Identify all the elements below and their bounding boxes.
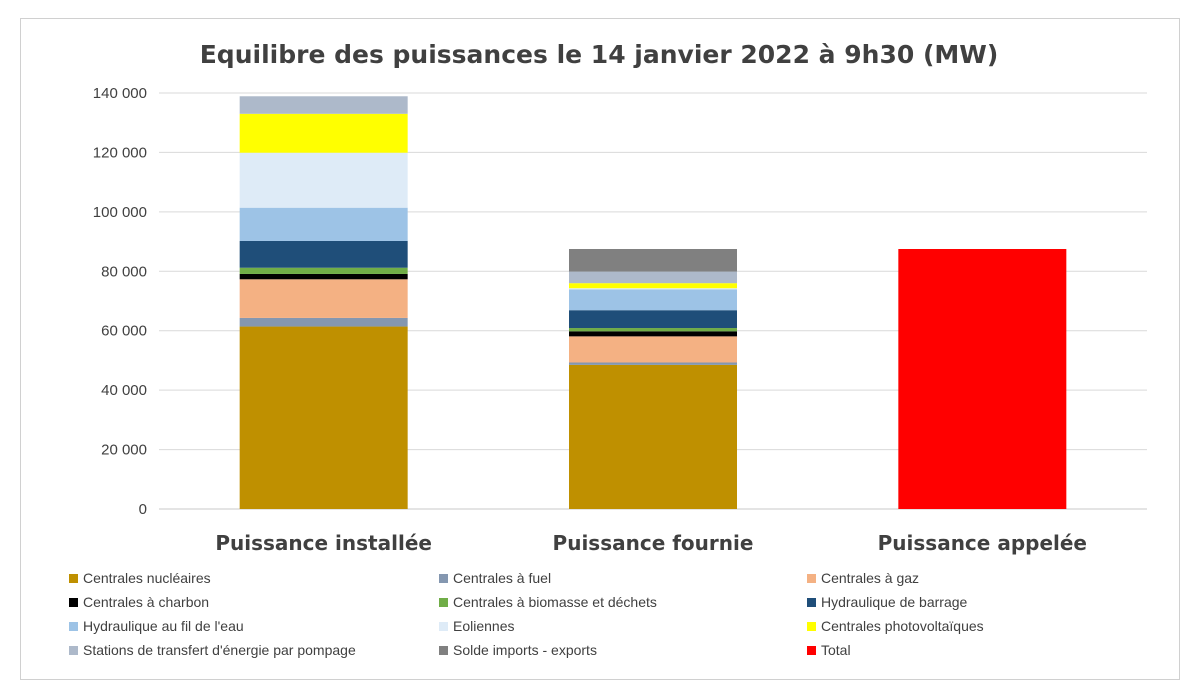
legend-label: Hydraulique au fil de l'eau xyxy=(83,618,244,634)
bar-segment xyxy=(569,364,737,509)
legend-swatch xyxy=(69,598,78,607)
bar-segment xyxy=(239,113,408,153)
y-tick-label: 120 000 xyxy=(93,144,147,161)
y-tick-label: 140 000 xyxy=(93,85,147,102)
bar-segment xyxy=(569,288,737,290)
bar-segment xyxy=(569,249,737,272)
legend: Centrales nucléaires Centrales à fuel Cent… xyxy=(69,570,984,658)
legend-swatch xyxy=(807,598,816,607)
legend-label: Centrales photovoltaïques xyxy=(821,618,984,634)
legend-label: Centrales nucléaires xyxy=(83,570,211,586)
bar-segment xyxy=(239,317,408,327)
bar-segment xyxy=(239,279,408,318)
y-tick-label: 0 xyxy=(139,501,147,518)
bar-segment xyxy=(569,331,737,337)
legend-swatch xyxy=(69,646,78,655)
bar-segment xyxy=(569,328,737,332)
bar-segment xyxy=(239,326,408,509)
bar-segment xyxy=(569,283,737,289)
legend-label: Centrales à biomasse et déchets xyxy=(453,594,657,610)
legend-swatch xyxy=(439,574,448,583)
y-tick-label: 20 000 xyxy=(101,442,147,459)
bar-segment xyxy=(569,310,737,329)
y-tick-label: 40 000 xyxy=(101,382,147,399)
legend-label: Hydraulique de barrage xyxy=(821,594,968,610)
legend-swatch xyxy=(807,646,816,655)
legend-swatch xyxy=(69,574,78,583)
y-tick-label: 60 000 xyxy=(101,323,147,340)
legend-swatch xyxy=(807,622,816,631)
bar-segment xyxy=(239,207,408,241)
legend-swatch xyxy=(807,574,816,583)
chart-title: Equilibre des puissances le 14 janvier 2… xyxy=(200,40,999,69)
legend-label: Centrales à fuel xyxy=(453,570,551,586)
legend-label: Total xyxy=(821,642,851,658)
legend-label: Eoliennes xyxy=(453,618,515,634)
chart-svg: Equilibre des puissances le 14 janvier 2… xyxy=(69,40,1147,658)
legend-swatch xyxy=(69,622,78,631)
bar-segment xyxy=(239,152,408,208)
bar-segment xyxy=(239,267,408,274)
bar-segment xyxy=(569,271,737,284)
bar-segment xyxy=(239,96,408,114)
bar-segment xyxy=(239,273,408,280)
category-label: Puissance fournie xyxy=(553,531,754,555)
category-labels: Puissance installée Puissance fournie Puis… xyxy=(215,531,1087,555)
legend-swatch xyxy=(439,646,448,655)
legend-label: Solde imports - exports xyxy=(453,642,597,658)
legend-swatch xyxy=(439,598,448,607)
legend-swatch xyxy=(439,622,448,631)
bars xyxy=(239,96,1067,509)
bar-segment xyxy=(898,249,1067,509)
bar-segment xyxy=(569,362,737,365)
y-axis-ticks: 0 20 000 40 000 60 000 80 000 100 000 120 000 1… xyxy=(93,85,147,518)
category-label: Puissance appelée xyxy=(878,531,1087,555)
legend-label: Centrales à charbon xyxy=(83,594,209,610)
bar-segment xyxy=(569,336,737,363)
chart-frame: Equilibre des puissances le 14 janvier 2… xyxy=(20,18,1180,680)
bar-segment xyxy=(239,240,408,268)
y-tick-label: 80 000 xyxy=(101,263,147,280)
legend-label: Centrales à gaz xyxy=(821,570,919,586)
legend-label: Stations de transfert d'énergie par pomp… xyxy=(83,642,356,658)
category-label: Puissance installée xyxy=(215,531,432,555)
y-tick-label: 100 000 xyxy=(93,204,147,221)
bar-segment xyxy=(569,289,737,311)
